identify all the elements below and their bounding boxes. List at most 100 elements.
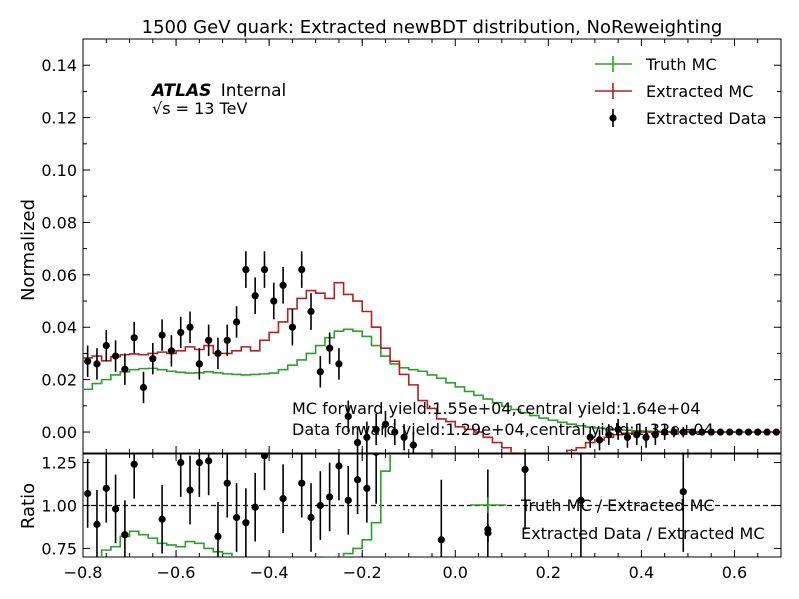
extracted-data-point-marker (661, 428, 669, 436)
data-over-mc-ratio-point (279, 464, 287, 533)
extracted-data-point (288, 308, 296, 346)
extracted-data-point-marker (195, 360, 203, 368)
extracted-data-point-marker (381, 420, 390, 428)
extracted-data-point (381, 411, 390, 438)
atlas-label-line: ATLAS Internal (150, 81, 286, 101)
extracted-data-point (335, 348, 343, 380)
data-over-mc-ratio-point-marker (205, 457, 213, 465)
main-y-axis: 0.00 0.02 0.04 0.06 0.08 0.10 0.12 0.14 (41, 56, 781, 442)
extracted-data-point-marker (149, 355, 157, 363)
extracted-mc-histogram (83, 281, 781, 453)
extracted-data-point (84, 345, 92, 378)
extracted-data-point (205, 324, 213, 357)
data-over-mc-ratio-point (679, 454, 687, 552)
data-over-mc-ratio-point (335, 454, 343, 501)
extracted-data-point (400, 424, 408, 451)
data-over-mc-ratio-point-marker (326, 493, 334, 501)
data-over-mc-ratio-point-marker (316, 501, 324, 510)
main-panel: 0.00 0.02 0.04 0.06 0.08 0.10 0.12 0.14 Normali… (18, 38, 782, 454)
data-over-mc-ratio-point (372, 454, 380, 504)
extracted-data-point (754, 428, 762, 436)
main-series-group (83, 251, 781, 453)
data-over-mc-ratio-point-marker (437, 536, 445, 544)
x-tick-label: −0.2 (343, 563, 382, 582)
extracted-data-point (772, 428, 780, 436)
extracted-data-point (391, 418, 399, 446)
data-over-mc-ratio-point-marker (130, 460, 138, 468)
extracted-data-point-marker (316, 368, 324, 376)
extracted-data-point-marker (232, 318, 241, 326)
extracted-data-point (633, 424, 641, 446)
data-over-mc-ratio-point-marker (679, 488, 687, 496)
ratio-legend: Truth MC / Extracted MC Extracted Data /… (470, 496, 765, 543)
extracted-data-point (372, 413, 380, 446)
extracted-data-point (214, 337, 222, 370)
x-tick-label: −0.8 (64, 563, 103, 582)
extracted-data-point (595, 429, 604, 451)
extracted-data-point-marker (623, 433, 632, 441)
ratio-legend-label-extracted-data: Extracted Data / Extracted MC (521, 524, 765, 543)
ratio-y-axis-label: Ratio (18, 483, 39, 529)
extracted-data-point-marker (335, 360, 343, 368)
extracted-data-point-marker (716, 428, 725, 436)
extracted-data-point-marker (363, 433, 371, 441)
data-over-mc-ratio-point (205, 454, 213, 496)
extracted-data-point (93, 348, 101, 380)
data-over-mc-ratio-point (158, 484, 166, 554)
extracted-data-point-marker (186, 323, 194, 331)
extracted-data-point-marker (642, 433, 650, 441)
extracted-data-point (623, 426, 632, 448)
extracted-data-point (270, 282, 278, 320)
extracted-data-point-marker (130, 334, 138, 342)
mc-yield-annotation: MC forward yield:1.55e+04,central yield:… (292, 399, 701, 418)
data-over-mc-ratio-point-marker (298, 479, 306, 487)
data-over-mc-ratio-point-marker (232, 513, 241, 522)
extracted-data-point (726, 428, 734, 436)
data-over-mc-ratio-point-marker (344, 496, 352, 504)
data-over-mc-ratio-point-marker (521, 465, 529, 474)
extracted-data-point (679, 426, 687, 438)
data-over-mc-ratio-point-marker (111, 505, 120, 513)
ratio-y-tick-label: 1.25 (41, 454, 77, 473)
x-tick-label: −0.6 (157, 563, 196, 582)
extracted-data-point-marker (707, 428, 715, 436)
ratio-panel: 0.75 1.00 1.25 −0.8 −0.6 −0.4 −0.2 0.0 0.2 0.4 0.… (18, 453, 782, 582)
legend-item-truth-mc: Truth MC (595, 55, 717, 74)
extracted-data-point (707, 428, 715, 436)
extracted-data-point (744, 428, 753, 436)
extracted-data-point-marker (279, 281, 287, 289)
extracted-data-point (111, 340, 120, 372)
extracted-data-point (642, 426, 650, 448)
extracted-data-point-marker (121, 365, 129, 373)
data-over-mc-ratio-point-marker (121, 531, 129, 539)
data-over-mc-ratio-point (93, 490, 101, 557)
energy-label: √s = 13 TeV (152, 99, 247, 118)
extracted-data-point-marker (102, 341, 110, 350)
extracted-data-point-marker (251, 292, 259, 300)
extracted-data-point-marker (139, 383, 148, 392)
extracted-data-point (195, 348, 203, 380)
extracted-data-point (326, 332, 334, 364)
extracted-data-point-marker (614, 425, 622, 434)
extracted-data-point (149, 342, 157, 375)
ratio-x-axis: −0.8 −0.6 −0.4 −0.2 0.0 0.2 0.4 0.6 (64, 454, 759, 582)
main-y-tick-label: 0.04 (41, 318, 77, 337)
data-over-mc-ratio-point-marker (335, 462, 343, 470)
extracted-data-point (186, 311, 194, 343)
extracted-data-point-marker (177, 328, 185, 337)
extracted-data-point (130, 321, 138, 354)
x-tick-label: −0.4 (250, 563, 289, 582)
main-y-tick-label: 0.12 (41, 109, 77, 128)
truth-mc-histogram (83, 328, 781, 433)
extracted-data-point-marker (93, 360, 101, 368)
main-y-tick-label: 0.06 (41, 266, 77, 285)
legend-label-extracted-mc: Extracted MC (646, 82, 753, 101)
data-over-mc-ratio-point-marker (195, 458, 203, 467)
ratio-legend-label-truth-mc: Truth MC / Extracted MC (520, 496, 715, 515)
data-over-mc-ratio-point-marker (214, 532, 222, 541)
ratio-y-axis: 0.75 1.00 1.25 (41, 454, 781, 558)
data-over-mc-ratio-point-marker (158, 515, 166, 523)
extracted-data-point-marker (260, 265, 269, 274)
extracted-data-point (251, 277, 259, 315)
legend-label-extracted-data: Extracted Data (646, 109, 767, 128)
